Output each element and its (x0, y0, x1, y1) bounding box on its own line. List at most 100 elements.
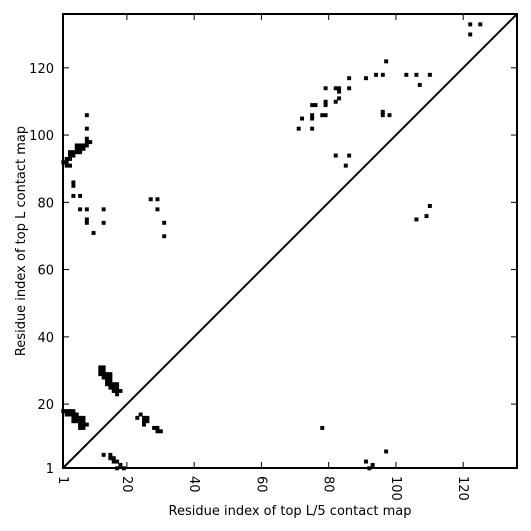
contact-point-upper (333, 86, 338, 91)
contact-point-lower (363, 459, 368, 464)
contact-point-lower (108, 372, 113, 377)
contact-point-upper (91, 230, 96, 235)
contact-point-upper (404, 72, 409, 77)
contact-point-lower (81, 415, 86, 420)
contact-point-upper (84, 220, 89, 225)
contact-point-lower (71, 409, 76, 414)
contact-point-lower (71, 412, 76, 417)
contact-point-upper (81, 146, 86, 151)
contact-point-upper (333, 153, 338, 158)
contact-point-lower (101, 375, 106, 380)
contact-point-upper (78, 207, 83, 212)
x-axis-title: Residue index of top L/5 contact map (169, 504, 412, 519)
contact-point-upper (414, 217, 419, 222)
contact-point-upper (68, 150, 72, 155)
contact-point-upper (78, 150, 83, 155)
contact-point-upper (101, 220, 106, 225)
y-tick-label: 80 (37, 196, 54, 211)
contact-point-upper (64, 163, 69, 168)
contact-point-upper (78, 146, 83, 151)
contact-point-lower (98, 372, 103, 377)
contact-point-upper (387, 113, 392, 118)
contact-point-upper (64, 156, 69, 161)
contact-point-upper (88, 140, 93, 145)
contact-point-upper (320, 113, 325, 118)
contact-point-lower (115, 459, 120, 464)
contact-point-upper (337, 96, 342, 101)
x-axis: 1 20 40 60 80 100 120 (55, 14, 470, 501)
contact-point-lower (98, 365, 103, 370)
contact-point-upper (310, 103, 315, 108)
y-tick-label: 40 (37, 331, 54, 346)
contact-point-lower (68, 409, 72, 414)
contact-point-upper (74, 150, 79, 155)
contact-point-upper (78, 143, 83, 148)
contact-point-lower (74, 412, 79, 417)
contact-point-upper (71, 193, 76, 198)
contact-point-upper (162, 234, 167, 239)
y-tick-label: 1 (46, 462, 54, 477)
contact-point-lower (135, 415, 140, 420)
contact-point-upper (427, 72, 432, 77)
contact-point-lower (142, 422, 146, 427)
contact-point-lower (105, 382, 109, 387)
contact-point-upper (310, 113, 315, 118)
x-tick-label: 60 (253, 476, 268, 493)
contact-point-upper (310, 126, 315, 131)
contact-point-lower (111, 459, 116, 464)
contact-point-upper (333, 99, 338, 104)
contact-point-upper (74, 143, 79, 148)
contact-point-upper (323, 86, 328, 91)
contact-point-upper (468, 22, 473, 27)
contact-point-lower (74, 419, 79, 424)
contact-point-lower (155, 425, 160, 430)
contact-point-upper (363, 76, 368, 81)
contact-point-upper (71, 183, 76, 188)
y-tick-label: 20 (37, 398, 54, 413)
contact-point-lower (81, 422, 86, 427)
contact-point-upper (343, 163, 348, 168)
contact-point-lower (64, 412, 69, 417)
contact-point-lower (71, 419, 76, 424)
contact-point-lower (101, 452, 106, 457)
contact-point-upper (84, 126, 89, 131)
contact-point-upper (374, 72, 379, 77)
contact-point-upper (71, 180, 76, 185)
contact-point-lower (115, 392, 120, 397)
contact-point-upper (323, 103, 328, 108)
plot-frame (62, 13, 518, 469)
contact-point-lower (111, 382, 116, 387)
y-tick-label: 120 (29, 62, 54, 77)
x-tick-label: 1 (55, 476, 70, 484)
contact-point-lower (98, 368, 103, 373)
contact-point-upper (155, 197, 160, 202)
x-tick-label: 40 (186, 476, 201, 493)
contact-point-lower (142, 415, 146, 420)
contact-point-upper (424, 214, 429, 219)
contact-point-upper (380, 109, 385, 114)
contact-point-lower (118, 388, 123, 393)
contact-point-upper (71, 153, 76, 158)
contact-point-lower (138, 412, 143, 417)
x-tick-label: 120 (455, 476, 470, 501)
x-tick-label: 100 (388, 476, 403, 501)
contact-point-upper (84, 136, 89, 141)
contact-point-upper (101, 207, 106, 212)
contact-point-lower (108, 382, 113, 387)
contact-point-upper (427, 204, 432, 208)
contact-point-lower (111, 385, 116, 390)
contact-point-lower (320, 425, 325, 430)
contact-point-lower (105, 372, 109, 377)
contact-point-lower (152, 425, 157, 430)
contact-point-lower (108, 385, 113, 390)
contact-point-upper (337, 86, 342, 91)
contact-point-upper (155, 207, 160, 212)
x-tick-label: 80 (321, 476, 336, 493)
contact-point-lower (78, 415, 83, 420)
contact-point-upper (347, 86, 352, 91)
contact-point-lower (142, 419, 146, 424)
contact-point-upper (84, 113, 89, 118)
contact-point-upper (323, 99, 328, 104)
